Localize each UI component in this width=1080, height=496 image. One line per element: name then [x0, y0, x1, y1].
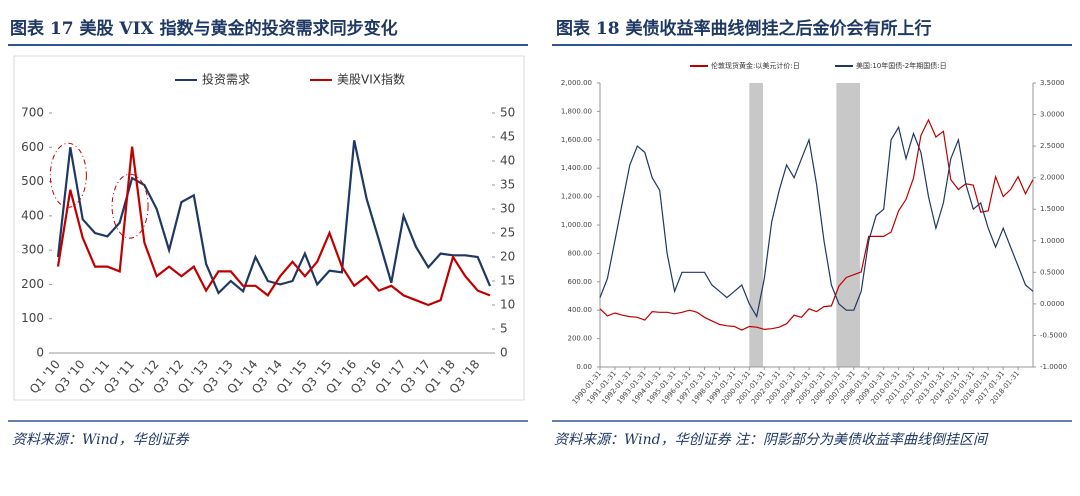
y2-tick-label: 0.5000: [1040, 268, 1065, 276]
y2-tick-label: 1.0000: [1040, 237, 1065, 245]
y-tick-label: 1,000.00: [561, 221, 592, 229]
y2-tick-label: 2.5000: [1040, 142, 1065, 150]
y-tick-label: 400.00: [568, 306, 593, 314]
y-tick-label: 1,400.00: [561, 164, 592, 172]
y-tick-label: 300: [21, 243, 44, 257]
y2-tick-label: 1.5000: [1040, 205, 1065, 213]
legend-label: 投资需求: [202, 72, 250, 87]
y-tick-label: 800.00: [568, 249, 593, 257]
y2-tick-label: -0.5000: [1040, 331, 1067, 339]
y2-tick-label: 15: [500, 274, 515, 288]
chart-frame: [13, 55, 525, 401]
y2-tick-label: 0.0000: [1040, 300, 1065, 308]
series-line: [599, 118, 1034, 331]
y2-tick-label: 25: [500, 226, 515, 240]
y-tick-label: 1,800.00: [561, 107, 592, 115]
source: 资料来源：Wind，华创证券: [12, 432, 190, 448]
series-line: [599, 125, 1034, 319]
y2-tick-label: 45: [500, 130, 515, 144]
series-line: [56, 146, 491, 307]
y2-tick-label: 50: [500, 106, 515, 120]
y-tick-label: 2,000.00: [561, 79, 592, 87]
highlight-ellipse: [49, 142, 87, 208]
y-tick-label: 500: [21, 174, 44, 188]
y-tick-label: 200: [21, 277, 44, 291]
y2-tick-label: 40: [500, 154, 515, 168]
y-tick-label: 0.00: [576, 363, 592, 371]
shaded-range: [836, 83, 860, 367]
y2-tick-label: 3.5000: [1040, 79, 1065, 87]
legend-label: 美股VIX指数: [337, 72, 405, 87]
y-tick-label: 1,600.00: [561, 136, 592, 144]
shaded-range: [749, 83, 763, 367]
y-tick-label: 400: [21, 208, 44, 222]
legend-label: 美国:10年国债-2年期国债:日: [856, 61, 947, 70]
y-tick-label: 600: [21, 140, 44, 154]
y2-tick-label: 0: [500, 346, 508, 360]
y2-tick-label: 35: [500, 178, 515, 192]
y2-tick-label: 20: [500, 250, 515, 264]
y-tick-label: 100: [21, 311, 44, 325]
y2-tick-label: 30: [500, 202, 515, 216]
y2-tick-label: 2.0000: [1040, 174, 1065, 182]
y-tick-label: 700: [21, 106, 44, 120]
y-tick-label: 200.00: [568, 335, 593, 343]
y-tick-label: 0: [36, 346, 44, 360]
legend-label: 伦敦现货黄金:以美元计价:日: [711, 61, 800, 70]
y2-tick-label: -1.0000: [1040, 363, 1067, 371]
source: 资料来源：Wind，华创证券 注：阴影部分为美债收益率曲线倒挂区间: [554, 432, 988, 448]
series-line: [56, 140, 492, 295]
y-tick-label: 1,200.00: [561, 193, 592, 201]
chart-title: 图表 17 美股 VIX 指数与黄金的投资需求同步变化: [10, 18, 398, 39]
y-tick-label: 600.00: [568, 278, 593, 286]
source-box: 资料来源：Wind，华创证券 注：阴影部分为美债收益率曲线倒挂区间: [554, 432, 988, 448]
y2-tick-label: 5: [500, 322, 508, 336]
y2-tick-label: 3.0000: [1040, 111, 1065, 119]
highlight-ellipse: [111, 173, 149, 239]
chart-title: 图表 18 美债收益率曲线倒挂之后金价会有所上行: [556, 18, 932, 39]
y2-tick-label: 10: [500, 298, 515, 312]
